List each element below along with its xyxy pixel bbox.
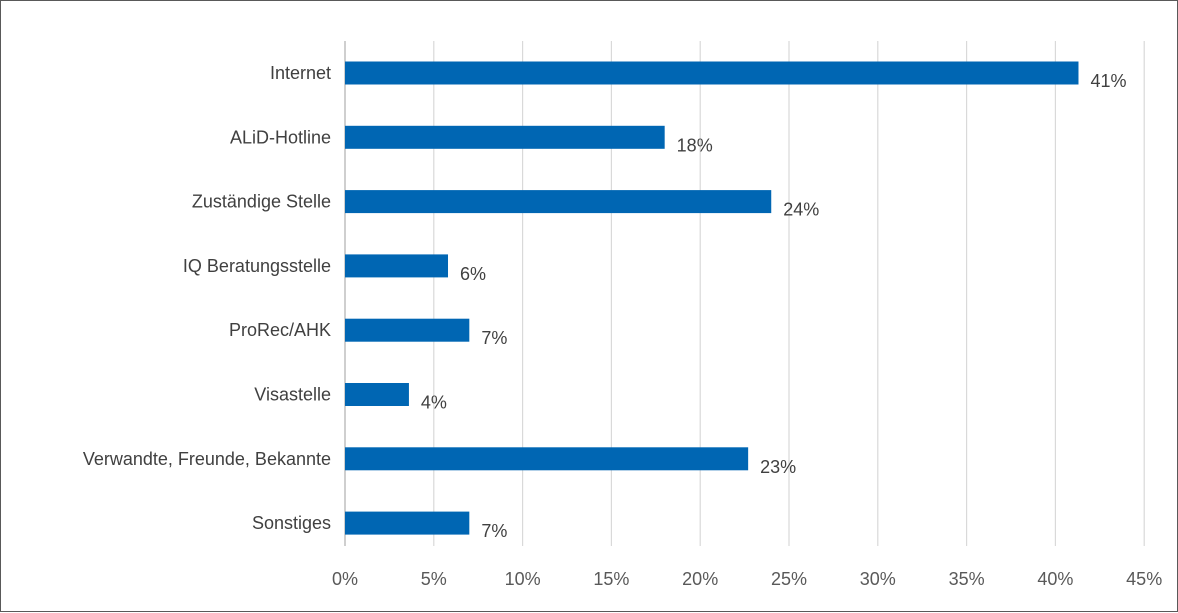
- x-tick-label: 15%: [593, 569, 629, 589]
- data-label: 23%: [760, 457, 796, 477]
- data-label: 6%: [460, 264, 486, 284]
- category-label: Zuständige Stelle: [192, 192, 331, 212]
- data-label: 7%: [481, 328, 507, 348]
- x-tick-label: 35%: [949, 569, 985, 589]
- bar: [345, 125, 665, 149]
- category-label: Visastelle: [254, 385, 331, 405]
- category-label: Sonstiges: [252, 513, 331, 533]
- category-label: ProRec/AHK: [229, 320, 331, 340]
- category-label: Verwandte, Freunde, Bekannte: [83, 449, 331, 469]
- data-label: 4%: [421, 393, 447, 413]
- bar: [345, 318, 470, 342]
- x-tick-label: 10%: [505, 569, 541, 589]
- x-tick-label: 25%: [771, 569, 807, 589]
- data-label: 18%: [677, 135, 713, 155]
- x-tick-label: 30%: [860, 569, 896, 589]
- x-tick-label: 0%: [332, 569, 358, 589]
- bar: [345, 254, 449, 278]
- data-label: 7%: [481, 521, 507, 541]
- x-tick-label: 45%: [1126, 569, 1162, 589]
- bar: [345, 61, 1079, 85]
- x-tick-label: 40%: [1037, 569, 1073, 589]
- bar: [345, 511, 470, 535]
- x-tick-label: 5%: [421, 569, 447, 589]
- bar: [345, 383, 409, 406]
- category-label: IQ Beratungsstelle: [183, 256, 331, 276]
- category-label: ALiD-Hotline: [230, 127, 331, 147]
- data-label: 24%: [783, 200, 819, 220]
- x-tick-label: 20%: [682, 569, 718, 589]
- category-label: Internet: [270, 63, 331, 83]
- data-label: 41%: [1090, 71, 1126, 91]
- bar: [345, 447, 749, 471]
- bar: [345, 190, 772, 214]
